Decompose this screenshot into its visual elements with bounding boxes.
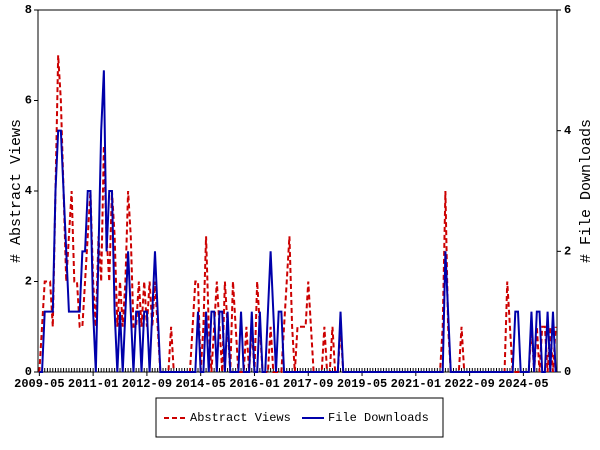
legend-box — [155, 397, 444, 438]
x-tick-label: 2014-05 — [175, 377, 225, 391]
y-tick-label: 0 — [25, 365, 32, 379]
x-tick-label: 2009-05 — [14, 377, 64, 391]
series-line — [39, 70, 557, 373]
y2-tick-label: 6 — [564, 3, 571, 17]
y-tick-label: 6 — [25, 94, 32, 108]
y2-axis-title: # File Downloads — [578, 119, 595, 263]
y-tick-label: 2 — [25, 275, 32, 289]
x-tick-label: 2022-09 — [444, 377, 494, 391]
y-tick-label: 4 — [25, 184, 32, 198]
y2-tick-label: 0 — [564, 365, 571, 379]
x-tick-label: 2017-09 — [283, 377, 333, 391]
x-tick-label: 2012-09 — [122, 377, 172, 391]
x-tick-label: 2011-01 — [68, 377, 118, 391]
legend-label: File Downloads — [328, 411, 429, 425]
x-tick-label: 2019-05 — [337, 377, 387, 391]
x-tick-label: 2021-01 — [391, 377, 441, 391]
y-tick-label: 8 — [25, 3, 32, 17]
x-tick-label: 2024-05 — [498, 377, 548, 391]
y2-tick-label: 4 — [564, 124, 571, 138]
x-tick-label: 2016-01 — [229, 377, 279, 391]
series-line — [38, 55, 557, 373]
y2-tick-label: 2 — [564, 245, 571, 259]
y-axis-title: # Abstract Views — [8, 119, 25, 263]
legend-label: Abstract Views — [190, 411, 291, 425]
